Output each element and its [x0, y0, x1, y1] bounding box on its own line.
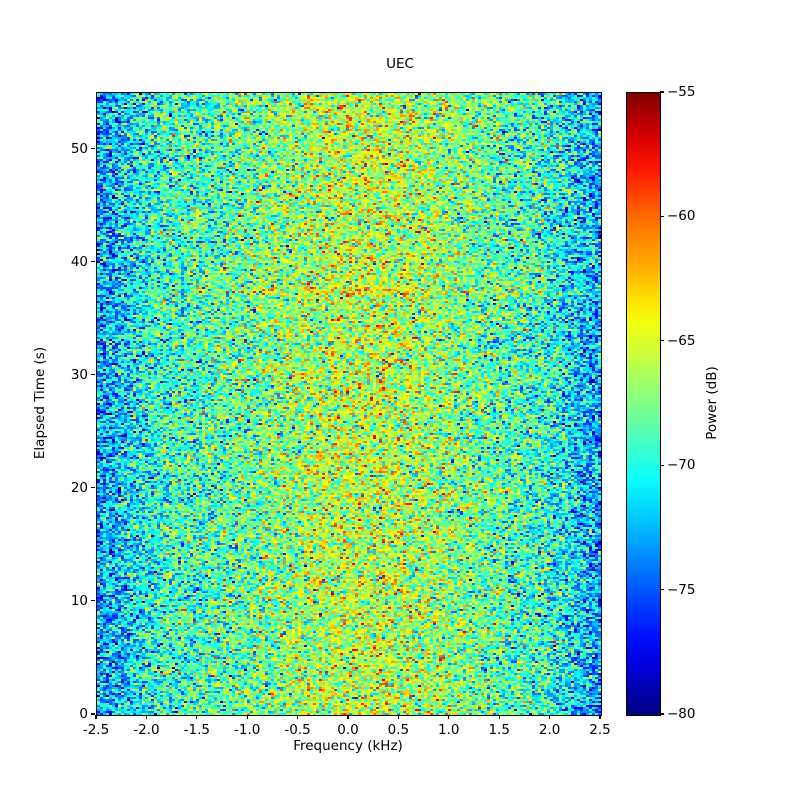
- y-tick: [90, 713, 95, 715]
- colorbar-tick-label: −60: [667, 208, 696, 225]
- colorbar-tick-label: −75: [667, 581, 696, 598]
- y-tick: [90, 261, 95, 263]
- x-tick: [599, 715, 601, 720]
- spectrogram-image: [97, 93, 601, 715]
- colorbar-tick-label: −55: [667, 84, 696, 100]
- x-tick-label: -2.5: [82, 722, 110, 738]
- x-tick-label: -1.5: [183, 722, 210, 738]
- colorbar[interactable]: [626, 92, 661, 716]
- spectrogram-axes[interactable]: [96, 92, 602, 716]
- x-tick: [246, 715, 248, 720]
- x-tick-label: -2.0: [133, 722, 160, 738]
- x-tick: [145, 715, 147, 720]
- y-tick-label: 50: [70, 140, 88, 157]
- x-tick: [95, 715, 97, 720]
- x-tick: [297, 715, 299, 720]
- x-axis-label: Frequency (kHz): [293, 738, 403, 754]
- x-tick-label: -1.0: [234, 722, 261, 738]
- colorbar-tick-label: −80: [667, 706, 696, 722]
- y-tick: [90, 374, 95, 376]
- colorbar-tick: [660, 589, 665, 591]
- colorbar-tick: [660, 464, 665, 466]
- x-tick-label: 2.5: [589, 722, 611, 738]
- y-tick: [90, 487, 95, 489]
- x-tick: [196, 715, 198, 720]
- colorbar-tick: [660, 215, 665, 217]
- colorbar-tick-label: −65: [667, 332, 696, 349]
- y-tick-label: 10: [70, 592, 88, 609]
- colorbar-tick-label: −70: [667, 457, 696, 474]
- x-tick-label: 2.0: [538, 722, 561, 738]
- x-tick-label: 1.0: [438, 722, 460, 738]
- x-tick-label: 0.5: [387, 722, 410, 738]
- y-tick-label: 20: [70, 479, 88, 496]
- y-tick-label: 30: [70, 366, 88, 383]
- colorbar-tick: [660, 340, 665, 342]
- title-line-station: UEC: [386, 56, 414, 73]
- colorbar-tick: [660, 91, 665, 93]
- y-tick: [90, 147, 95, 150]
- x-tick-label: -0.5: [284, 722, 311, 738]
- x-tick-label: 0.0: [337, 722, 359, 738]
- x-tick: [498, 715, 500, 720]
- y-tick-label: 40: [70, 253, 88, 270]
- y-tick-label: 0: [79, 706, 88, 722]
- colorbar-tick: [660, 713, 665, 715]
- x-tick-label: 1.5: [488, 722, 510, 738]
- x-tick: [347, 715, 349, 720]
- colorbar-gradient: [627, 93, 660, 715]
- x-tick: [549, 715, 551, 720]
- y-axis-label: Elapsed Time (s): [32, 346, 48, 460]
- x-tick: [397, 715, 399, 720]
- y-tick: [90, 600, 95, 602]
- x-tick: [448, 715, 450, 720]
- colorbar-label: Power (dB): [704, 366, 720, 440]
